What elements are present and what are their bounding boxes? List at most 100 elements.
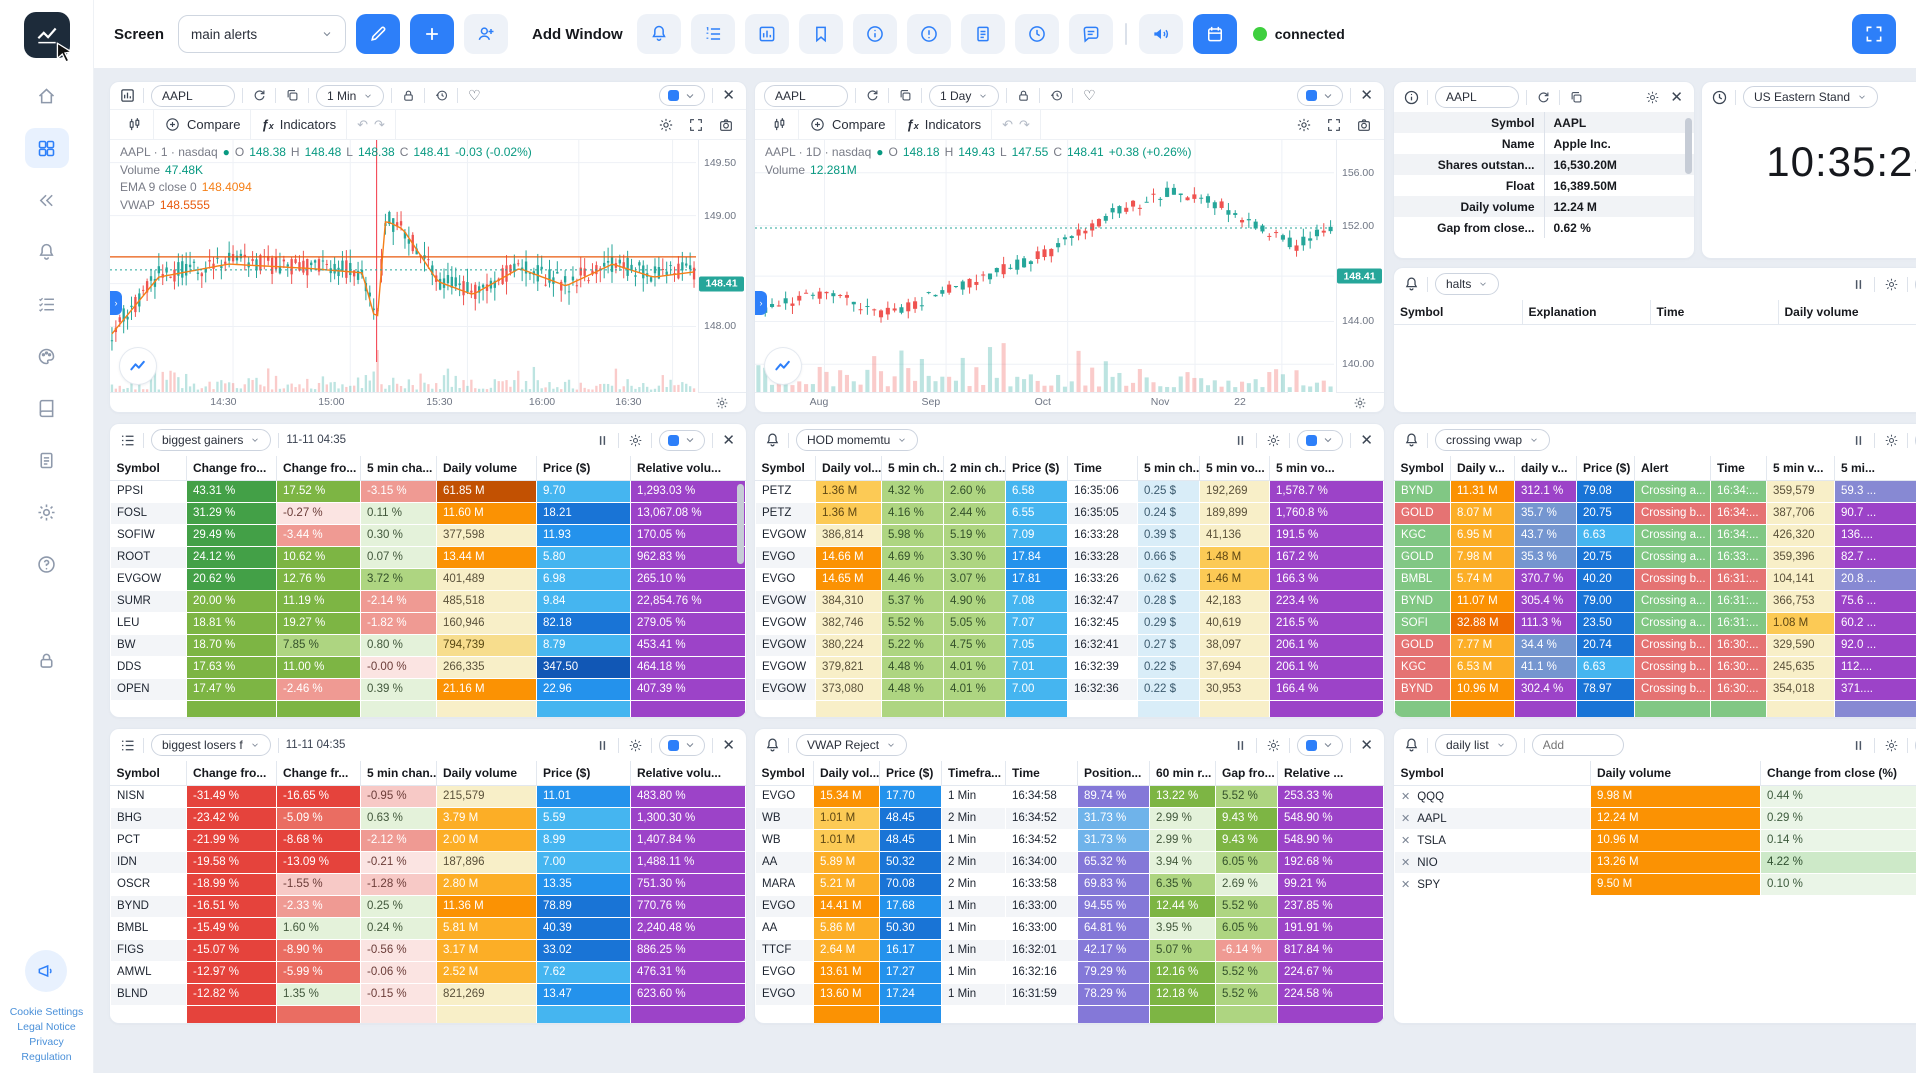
column-header[interactable]: Daily volume	[1778, 300, 1916, 325]
column-header[interactable]: Daily volume	[1590, 761, 1761, 786]
column-header[interactable]: daily v...	[1514, 456, 1577, 481]
table-row[interactable]: SOFIW 29.49 % -3.44 % 0.30 % 377,598 11.93 170…	[110, 523, 746, 547]
table-row[interactable]: ✕ NIO 13.26 M 4.22 %	[1394, 850, 1916, 874]
chart1-copy-button[interactable]	[283, 87, 301, 105]
column-header[interactable]: Price ($)	[1576, 456, 1635, 481]
chart1-indicators-button[interactable]: ƒx Indicators	[251, 110, 348, 139]
add-chart-window-button[interactable]	[744, 14, 789, 54]
table-row[interactable]: ✕ AAPL 12.24 M 0.29 %	[1394, 806, 1916, 830]
column-header[interactable]: Symbol	[110, 456, 187, 481]
hod-layout-select[interactable]	[1297, 429, 1344, 451]
halts-settings-button[interactable]	[1882, 275, 1900, 293]
table-row[interactable]: EVGO 13.61 M 17.27 1 Min 16:32:16 79.29 % 12.1…	[755, 960, 1384, 984]
column-header[interactable]: Daily vol...	[815, 456, 882, 481]
chart2-canvas[interactable]	[755, 140, 1336, 392]
chart1-price-axis[interactable]: 148.41 149.50 149.00 148.00	[698, 140, 746, 392]
table-row[interactable]: FIGS -15.07 % -8.90 % -0.56 % 3.17 M 33.02 886…	[110, 938, 746, 962]
column-header[interactable]: 2 min ch...	[943, 456, 1006, 481]
column-header[interactable]: Gap fro...	[1215, 761, 1278, 786]
table-row[interactable]: ROOT 24.12 % 10.62 % 0.07 % 13.44 M 5.80 962.8…	[110, 545, 746, 569]
add-alerts-window-button[interactable]	[636, 14, 681, 54]
column-header[interactable]: Time	[1067, 456, 1138, 481]
chart2-undo-redo[interactable]: ↶ ↷	[992, 110, 1041, 139]
table-row[interactable]: LEU 18.81 % 19.27 % -1.82 % 160,946 82.18 279.…	[110, 611, 746, 635]
table-row[interactable]: BYND 11.07 M 305.4 % 79.00 Crossing a... 16:3…	[1394, 589, 1916, 613]
vwap-reject-layout-select[interactable]	[1297, 734, 1344, 756]
column-header[interactable]: Change fro...	[186, 761, 277, 786]
table-row[interactable]: GOLD 8.07 M 35.7 % 20.75 Crossing b... 16:34:…	[1394, 501, 1916, 525]
sidebar-item-replay[interactable]	[25, 180, 69, 220]
chart2-refresh-button[interactable]	[863, 87, 881, 105]
chart1-candle-style-button[interactable]	[116, 110, 154, 139]
column-header[interactable]: Price ($)	[536, 456, 631, 481]
app-logo[interactable]	[23, 12, 73, 63]
table-row[interactable]: TTCF 2.64 M 16.17 1 Min 16:32:01 42.17 % 5.07 …	[755, 938, 1384, 962]
column-header[interactable]: Daily vol...	[813, 761, 880, 786]
chart2-candle-style-button[interactable]	[761, 110, 799, 139]
sidebar-item-news[interactable]	[25, 440, 69, 480]
column-header[interactable]: Change from close (%)	[1760, 761, 1916, 786]
table-row[interactable]: IDN -19.58 % -13.09 % -0.21 % 187,896 7.00 1,4…	[110, 850, 746, 874]
crossing-settings-button[interactable]	[1882, 431, 1900, 449]
table-row[interactable]: SOFI 32.88 M 111.3 % 23.50 Crossing a... 16:3…	[1394, 611, 1916, 635]
vwap-reject-pause-button[interactable]	[1231, 736, 1249, 754]
column-header[interactable]: 5 min chan...	[360, 761, 437, 786]
chart2-time-axis[interactable]: Aug Sep Oct Nov 22	[755, 392, 1288, 412]
table-row[interactable]: DDS 17.63 % 11.00 % -0.00 % 266,335 347.50 464…	[110, 655, 746, 679]
chart-snapshot-icon[interactable]	[718, 117, 734, 133]
column-header[interactable]: 5 min ch...	[881, 456, 944, 481]
daily-pause-button[interactable]	[1849, 736, 1867, 754]
column-header[interactable]: 60 min r...	[1149, 761, 1216, 786]
table-row[interactable]: FOSL 31.29 % -0.27 % 0.11 % 11.60 M 18.21 13,0…	[110, 501, 746, 525]
vwap-reject-alert-select[interactable]: VWAP Reject	[796, 734, 908, 756]
hod-close-button[interactable]: ✕	[1360, 431, 1373, 449]
table-row[interactable]: PETZ 1.36 M 4.32 % 2.60 % 6.58 16:35:06 0.25 $…	[755, 479, 1384, 503]
table-row[interactable]: SUMR 20.00 % 11.19 % -2.14 % 485,518 9.84 22,8…	[110, 589, 746, 613]
table-row[interactable]: BW 18.70 % 7.85 % 0.80 % 794,739 8.79 453.41 %	[110, 633, 746, 657]
hod-pause-button[interactable]	[1231, 431, 1249, 449]
halts-alert-select[interactable]: halts	[1435, 273, 1500, 295]
table-row[interactable]: EVGO 14.66 M 4.69 % 3.30 % 17.84 16:33:28 0.66…	[755, 545, 1384, 569]
table-row[interactable]: AMWL -12.97 % -5.99 % -0.06 % 2.52 M 7.62 476.…	[110, 960, 746, 984]
chart2-symbol-input[interactable]	[775, 88, 837, 103]
add-halts-window-button[interactable]	[906, 14, 951, 54]
table-row[interactable]: ✕ SPY 9.50 M 0.10 %	[1394, 872, 1916, 896]
chart1-symbol-input[interactable]	[162, 88, 224, 103]
gainers-scan-select[interactable]: biggest gainers	[151, 429, 272, 451]
column-header[interactable]: Relative volu...	[630, 761, 746, 786]
table-row[interactable]: GOLD 7.77 M 34.4 % 20.74 Crossing b... 16:30:…	[1394, 633, 1916, 657]
table-row[interactable]: BYND -16.51 % -2.33 % 0.25 % 11.36 M 78.89 770…	[110, 894, 746, 918]
hod-settings-button[interactable]	[1264, 431, 1282, 449]
chart2-close-button[interactable]: ✕	[1360, 87, 1373, 104]
chart-settings-icon[interactable]	[658, 117, 674, 133]
column-header[interactable]: Symbol	[1394, 456, 1451, 481]
table-row[interactable]: AA 5.86 M 50.30 1 Min 16:33:00 64.81 % 3.95 % 6…	[755, 916, 1384, 940]
table-row[interactable]: BMBL -15.49 % 1.60 % 0.24 % 5.81 M 40.39 2,240…	[110, 916, 746, 940]
gainers-pause-button[interactable]	[593, 431, 611, 449]
chart2-layout-select[interactable]	[1297, 85, 1344, 106]
gainers-settings-button[interactable]	[626, 431, 644, 449]
table-row[interactable]: EVGO 15.34 M 17.70 1 Min 16:34:58 89.74 % 13.2…	[755, 784, 1384, 808]
table-row[interactable]: EVGOW 382,746 5.52 % 5.05 % 7.07 16:32:45 0.29…	[755, 611, 1384, 635]
sidebar-item-home[interactable]	[25, 76, 69, 116]
chart2-compare-button[interactable]: Compare	[799, 110, 897, 139]
info-symbol-input[interactable]	[1446, 90, 1508, 104]
table-row[interactable]: ✕ QQQ 9.98 M 0.44 %	[1394, 784, 1916, 808]
column-header[interactable]: Alert	[1634, 456, 1711, 481]
table-row[interactable]: EVGOW 20.62 % 12.76 % 3.72 % 401,489 6.98 265.…	[110, 567, 746, 591]
table-row[interactable]: EVGOW 380,224 5.22 % 4.75 % 7.05 16:32:41 0.27…	[755, 633, 1384, 657]
column-header[interactable]: Time	[1005, 761, 1078, 786]
remove-symbol-button[interactable]: ✕	[1401, 878, 1411, 891]
add-scanner-window-button[interactable]	[690, 14, 735, 54]
chart2-axis-settings[interactable]	[1336, 392, 1384, 412]
column-header[interactable]: Position...	[1077, 761, 1150, 786]
chart2-copy-button[interactable]	[896, 87, 914, 105]
sidebar-item-help[interactable]	[25, 544, 69, 584]
table-row[interactable]: BLND -12.82 % 1.35 % -0.15 % 821,269 13.47 623…	[110, 982, 746, 1006]
table-row[interactable]: PETZ 1.36 M 4.16 % 2.44 % 6.55 16:35:05 0.24 $…	[755, 501, 1384, 525]
table-row[interactable]: OSCR -18.99 % -1.55 % -1.28 % 2.80 M 13.35 751…	[110, 872, 746, 896]
column-header[interactable]: Explanation	[1522, 300, 1651, 325]
chart2-favorite-button[interactable]: ♡	[1083, 87, 1096, 103]
chart2-price-axis[interactable]: 148.41 156.00 152.00 144.00 140.00	[1336, 140, 1384, 392]
losers-settings-button[interactable]	[626, 736, 644, 754]
